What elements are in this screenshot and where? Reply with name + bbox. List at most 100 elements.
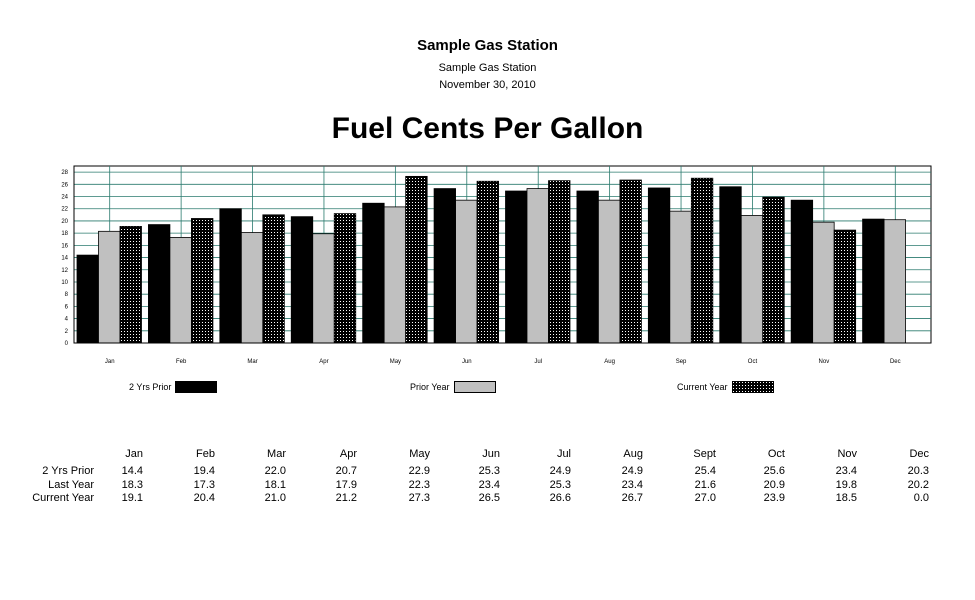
table-cell: 23.9 [763,492,785,504]
bar-two-yrs-prior [576,190,599,344]
bar-prior-year [240,232,264,344]
x-tick-label: Jul [534,359,542,365]
bar-current-year [476,180,499,344]
y-tick-label: 10 [61,280,68,286]
bar-current-year [833,229,857,344]
table-cell: 19.1 [121,492,143,504]
bar-two-yrs-prior [76,254,99,344]
table-cell: 23.4 [621,478,643,491]
table-cell: 18.1 [264,478,286,491]
x-tick-label: Oct [748,359,758,365]
x-tick-label: Mar [247,359,257,365]
bar-prior-year [812,221,835,344]
x-tick-label: Apr [319,359,328,365]
table-cell: 25.3 [549,478,571,491]
bar-current-year [262,214,285,344]
table-cell: 27.0 [694,492,716,504]
bar-two-yrs-prior [505,190,528,344]
table-cell: 20.2 [907,478,929,491]
table-cell: 0.0 [913,492,929,504]
x-tick-label: Dec [890,359,901,365]
bar-prior-year [740,215,764,344]
table-cell: 21.2 [335,492,357,504]
table-cell: 25.3 [478,465,500,477]
table-cell: 23.4 [478,478,500,491]
table-cell: 20.3 [907,465,929,477]
table-header-row: Jan Feb Mar Apr May Jun Jul Aug Sept Oct Nov Dec [0,448,975,462]
table-column-header: Jan [125,448,143,460]
bar-prior-year [598,199,621,344]
table-cell: 19.4 [193,465,215,477]
table-cell: 23.4 [835,465,857,477]
report-title: Sample Gas Station [417,37,558,54]
bar-two-yrs-prior [148,224,171,344]
bar-prior-year [883,219,906,344]
bar-current-year [405,175,428,344]
table-column-header: Dec [909,448,929,460]
table-column-header: Oct [767,448,785,460]
table-cell: 22.3 [408,478,430,491]
y-tick-label: 24 [61,195,68,201]
bar-prior-year [455,199,478,344]
legend-label: 2 Yrs Prior [129,382,172,392]
legend-two-yrs-prior: 2 Yrs Prior [129,380,218,394]
y-tick-label: 18 [61,231,68,237]
table-cell: 22.0 [264,465,286,477]
table-row-label: 2 Yrs Prior [42,465,94,477]
table-cell: 18.5 [835,492,857,504]
table-cell: 27.3 [408,492,430,504]
table-row: Current Year 19.1 20.4 21.0 21.2 27.3 26.5 26.6… [0,492,975,506]
y-tick-label: 16 [61,243,68,249]
table-row: Last Year 18.3 17.3 18.1 17.9 22.3 23.4 25.3 23.… [0,479,975,493]
legend-swatch-prior-year [453,381,496,393]
x-tick-label: Aug [604,359,615,365]
x-tick-label: May [390,359,401,365]
table-column-header: Jul [556,448,571,460]
bar-current-year [619,179,642,344]
table-cell: 21.0 [264,492,286,504]
table-cell: 21.6 [694,478,716,491]
report-date: November 30, 2010 [439,79,536,91]
table-cell: 24.9 [549,465,571,477]
legend-label: Prior Year [410,382,450,392]
table-cell: 25.6 [763,465,785,477]
bar-current-year [690,177,714,344]
x-tick-label: Jun [462,359,472,365]
table-row-label: Current Year [32,492,94,504]
y-tick-label: 28 [61,170,68,176]
table-cell: 18.3 [121,478,143,491]
table-column-header: Nov [837,448,857,460]
table-cell: 20.4 [193,492,215,504]
bar-prior-year [98,230,121,344]
table-cell: 14.4 [121,465,143,477]
table-column-header: Jun [482,448,500,460]
y-tick-label: 20 [61,219,68,225]
x-tick-label: Sep [676,359,687,365]
bar-two-yrs-prior [290,216,314,344]
table-cell: 20.7 [335,465,357,477]
table-column-header: Apr [339,448,357,460]
bar-prior-year [169,237,192,344]
bar-two-yrs-prior [433,188,456,344]
bar-current-year [191,218,214,344]
y-tick-label: 4 [65,317,69,323]
legend-swatch-current-year [731,381,774,393]
table-column-header: Sept [693,448,716,460]
bar-current-year [762,196,785,344]
bar-two-yrs-prior [862,218,885,344]
table-cell: 22.9 [408,465,430,477]
bar-current-year [548,180,571,344]
table-column-header: Aug [623,448,643,460]
legend-label: Current Year [677,382,728,392]
table-row-label: Last Year [48,478,94,491]
table-cell: 19.8 [835,478,857,491]
table-row: 2 Yrs Prior 14.4 19.4 22.0 20.7 22.9 25.3 24.9 2… [0,465,975,479]
table-cell: 17.3 [193,478,215,491]
bar-current-year [333,213,357,344]
legend-prior-year: Prior Year [410,380,496,394]
y-tick-label: 6 [65,304,69,310]
table-cell: 26.6 [549,492,571,504]
bar-two-yrs-prior [362,202,385,344]
y-tick-label: 8 [65,292,69,298]
